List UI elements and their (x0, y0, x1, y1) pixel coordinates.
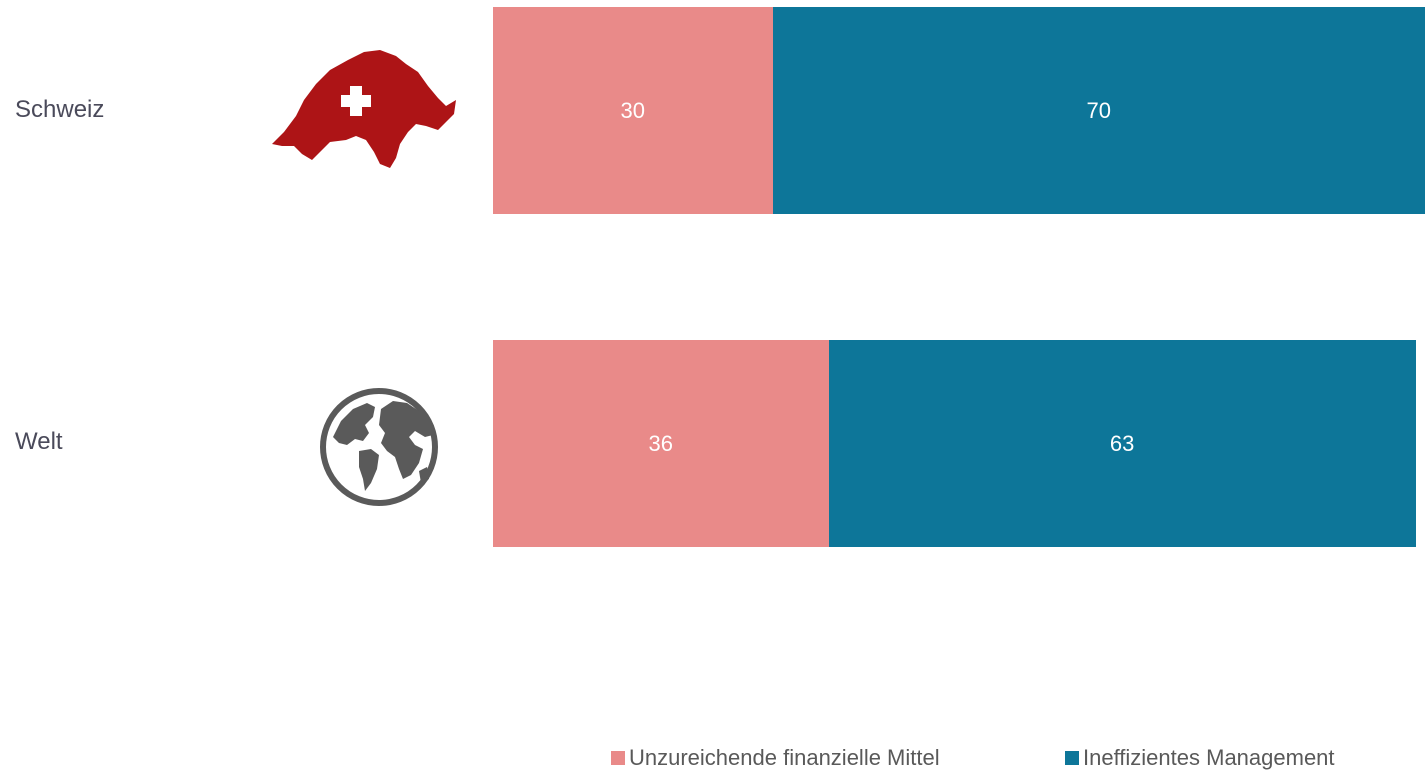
bar-value-label: 63 (1109, 430, 1135, 456)
bar-value-label: 30 (620, 97, 646, 123)
category-label-welt: Welt (15, 428, 63, 455)
legend-label-finanzielle-mittel: Unzureichende finanzielle Mittel (629, 745, 940, 770)
legend-item-finanzielle-mittel: Unzureichende finanzielle Mittel (611, 745, 940, 771)
bar-value-label: 36 (648, 430, 673, 456)
legend-item-management: Ineffizientes Management (1065, 745, 1335, 771)
legend-swatch-management (1065, 751, 1079, 765)
bar-value-label: 70 (1086, 97, 1112, 123)
legend: Unzureichende finanzielle Mittel Ineffiz… (0, 745, 1425, 771)
switzerland-map-icon (272, 50, 456, 168)
bar-schweiz-series-0: 30 (493, 7, 773, 214)
legend-swatch-finanzielle-mittel (611, 751, 625, 765)
legend-label-management: Ineffizientes Management (1083, 745, 1335, 770)
category-label-schweiz: Schweiz (15, 96, 105, 123)
bar-schweiz-series-1: 70 (772, 7, 1425, 214)
globe-icon (320, 388, 438, 506)
bar-welt-series-1: 63 (828, 340, 1416, 547)
bar-welt-series-0: 36 (493, 340, 829, 547)
